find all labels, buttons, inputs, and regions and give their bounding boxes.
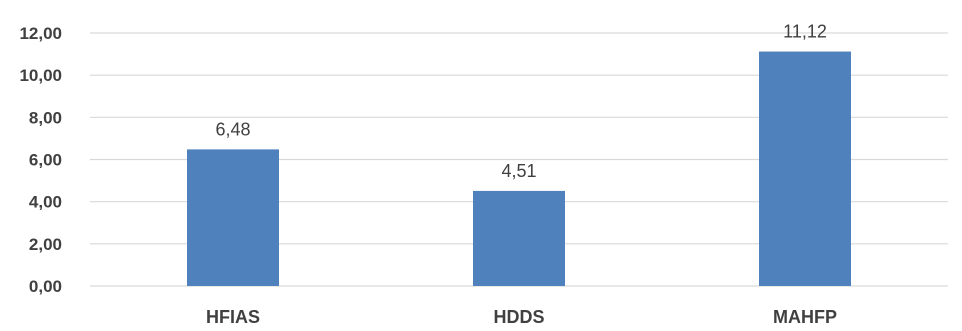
y-tick-label: 12,00 [19, 24, 62, 43]
bar-hdds [473, 190, 565, 286]
y-tick-label: 10,00 [19, 66, 62, 85]
y-tick-label: 4,00 [29, 193, 62, 212]
bars [187, 51, 851, 287]
y-tick-label: 0,00 [29, 277, 62, 296]
bar-mahfp [759, 51, 851, 287]
data-label-hfias: 6,48 [215, 119, 250, 139]
y-axis-ticks: 0,00 2,00 4,00 6,00 8,00 10,00 12,00 [19, 24, 62, 296]
x-axis-categories: HFIAS HDDS MAHFP [206, 307, 837, 327]
data-label-mahfp: 11,12 [783, 22, 827, 42]
y-tick-label: 8,00 [29, 108, 62, 127]
category-label-hfias: HFIAS [206, 307, 260, 327]
data-label-hdds: 4,51 [501, 161, 536, 181]
bar-hfias [187, 149, 279, 286]
y-tick-label: 2,00 [29, 235, 62, 254]
category-label-mahfp: MAHFP [773, 307, 837, 327]
y-tick-label: 6,00 [29, 151, 62, 170]
category-label-hdds: HDDS [493, 307, 544, 327]
data-labels: 6,48 4,51 11,12 [215, 22, 826, 181]
